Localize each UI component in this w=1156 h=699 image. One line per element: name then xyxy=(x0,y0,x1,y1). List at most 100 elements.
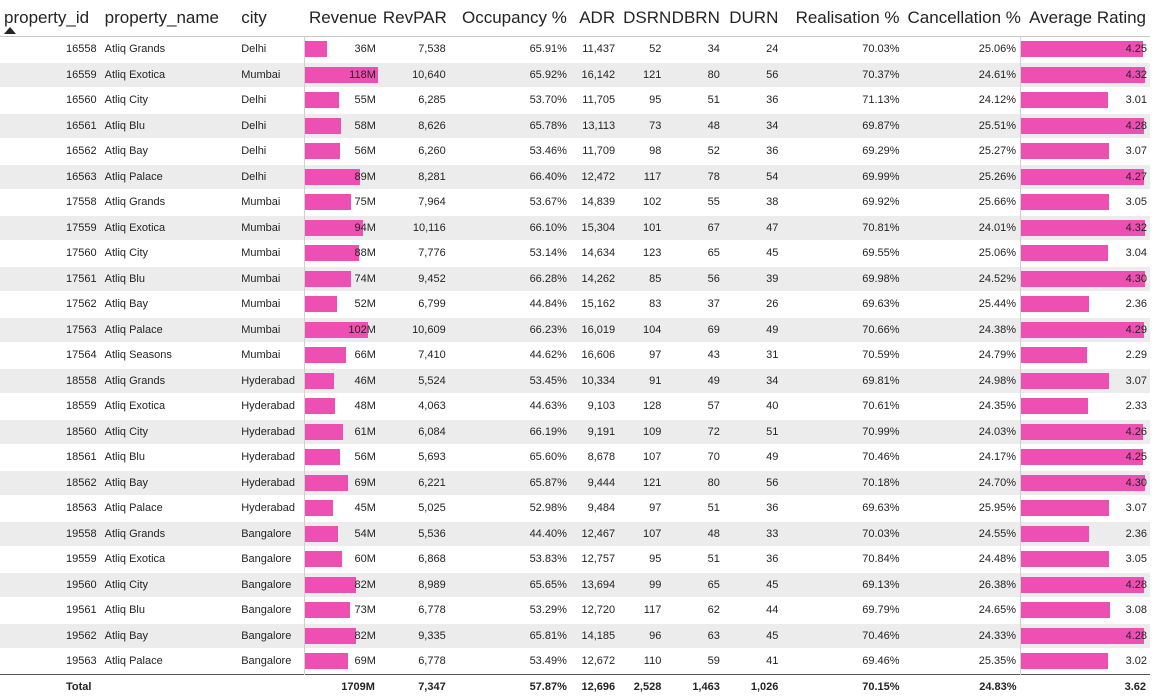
column-header-dsrn[interactable]: DSRN xyxy=(619,0,671,37)
cell-occupancy: 66.23% xyxy=(449,316,571,343)
cell-average-rating-data-bar xyxy=(1021,423,1144,440)
column-header-revenue[interactable]: Revenue xyxy=(304,0,379,37)
table-row[interactable]: 16559 Atliq Exotica Mumbai 118M 10,640 65.92%… xyxy=(0,61,1150,88)
table-row[interactable]: 19558 Atliq Grands Bangalore 54M 5,536 44.40%… xyxy=(0,520,1150,547)
cell-average-rating: 3.04 xyxy=(1020,240,1150,266)
column-header-property-name[interactable]: property_name xyxy=(100,0,238,37)
cell-cancellation: 24.52% xyxy=(903,265,1021,292)
cell-durn: 44 xyxy=(723,597,783,623)
column-header-durn[interactable]: DURN xyxy=(723,0,783,37)
table-row[interactable]: 17560 Atliq City Mumbai 88M 7,776 53.14% 14,63… xyxy=(0,240,1150,266)
table-row[interactable]: 19561 Atliq Blu Bangalore 73M 6,778 53.29% 12,… xyxy=(0,597,1150,623)
cell-property-id: 19560 xyxy=(0,571,101,598)
column-header-realisation[interactable]: Realisation % xyxy=(782,0,904,37)
cell-property-name: Atliq Palace xyxy=(100,316,238,343)
table-row[interactable]: 17562 Atliq Bay Mumbai 52M 6,799 44.84% 15,162… xyxy=(0,291,1150,317)
table-row[interactable]: 16561 Atliq Blu Delhi 58M 8,626 65.78% 13,113 7… xyxy=(0,112,1150,139)
cell-dsrn: 109 xyxy=(619,418,666,445)
cell-durn: 33 xyxy=(723,520,783,547)
table-row[interactable]: 18563 Atliq Palace Hyderabad 45M 5,025 52.98%… xyxy=(0,495,1150,521)
cell-revenue-value: 82M xyxy=(354,578,376,591)
column-header-property-id[interactable]: property_id xyxy=(0,0,101,37)
cell-property-id: 16560 xyxy=(0,87,101,113)
cell-adr: 9,444 xyxy=(570,469,620,496)
cell-realisation: 70.61% xyxy=(782,393,904,419)
cell-average-rating: 3.02 xyxy=(1020,648,1150,674)
cell-average-rating-value: 3.08 xyxy=(1125,604,1147,616)
cell-property-id: 17561 xyxy=(0,265,101,292)
cell-revenue-data-bar xyxy=(305,576,356,593)
column-header-adr[interactable]: ADR xyxy=(570,0,620,37)
table-row[interactable]: 18558 Atliq Grands Hyderabad 46M 5,524 53.45%… xyxy=(0,367,1150,394)
cell-property-name: Atliq Grands xyxy=(100,367,238,394)
cell-average-rating: 3.07 xyxy=(1020,138,1150,164)
cell-adr: 16,019 xyxy=(570,316,620,343)
sort-ascending-icon[interactable] xyxy=(4,27,16,34)
table-row[interactable]: 16558 Atliq Grands Delhi 36M 7,538 65.91% 11,4… xyxy=(0,36,1150,62)
table-row[interactable]: 18562 Atliq Bay Hyderabad 69M 6,221 65.87% 9,4… xyxy=(0,469,1150,496)
cell-occupancy: 53.49% xyxy=(449,648,571,674)
cell-revenue-value: 56M xyxy=(354,145,376,157)
column-header-city[interactable]: city xyxy=(237,0,305,37)
column-header-dbrn[interactable]: DBRN xyxy=(665,0,724,37)
table-row[interactable]: 19560 Atliq City Bangalore 82M 8,989 65.65% 13… xyxy=(0,571,1150,598)
cell-average-rating-data-bar xyxy=(1021,525,1089,542)
table-row[interactable]: 17564 Atliq Seasons Mumbai 66M 7,410 44.62% 16… xyxy=(0,342,1150,368)
cell-revenue-value: 89M xyxy=(354,170,376,183)
table-row[interactable]: 17558 Atliq Grands Mumbai 75M 7,964 53.67% 14,… xyxy=(0,189,1150,215)
column-header-label: ADR xyxy=(579,8,616,27)
table-row[interactable]: 18559 Atliq Exotica Hyderabad 48M 4,063 44.63… xyxy=(0,393,1150,419)
cell-revpar: 8,281 xyxy=(378,163,450,190)
table-row[interactable]: 16560 Atliq City Delhi 55M 6,285 53.70% 11,705… xyxy=(0,87,1150,113)
table-row[interactable]: 17561 Atliq Blu Mumbai 74M 9,452 66.28% 14,262… xyxy=(0,265,1150,292)
column-header-label: Revenue xyxy=(308,8,378,27)
table-row[interactable]: 19559 Atliq Exotica Bangalore 60M 6,868 53.83… xyxy=(0,546,1150,572)
cell-cancellation: 25.06% xyxy=(903,240,1021,266)
column-header-occupancy[interactable]: Occupancy % xyxy=(449,0,571,37)
cell-durn: 34 xyxy=(723,112,783,139)
cell-average-rating: 2.29 xyxy=(1020,342,1150,368)
cell-average-rating-data-bar xyxy=(1021,653,1108,669)
total-realisation: 70.15% xyxy=(782,673,904,699)
cell-revenue-value: 60M xyxy=(354,553,376,565)
cell-revenue-value: 118M xyxy=(349,68,376,81)
cell-cancellation: 24.70% xyxy=(903,469,1021,496)
cell-revenue-data-bar xyxy=(305,398,335,414)
table-row[interactable]: 19563 Atliq Palace Bangalore 69M 6,778 53.49%… xyxy=(0,648,1150,674)
table-row[interactable]: 19562 Atliq Bay Bangalore 82M 9,335 65.81% 14,… xyxy=(0,622,1150,649)
cell-realisation: 71.13% xyxy=(782,87,904,113)
cell-average-rating-value: 2.29 xyxy=(1125,349,1147,361)
cell-revpar: 10,116 xyxy=(378,214,450,241)
cell-cancellation: 24.03% xyxy=(903,418,1021,445)
cell-property-id: 16563 xyxy=(0,163,101,190)
table-row[interactable]: 18561 Atliq Blu Hyderabad 56M 5,693 65.60% 8,6… xyxy=(0,444,1150,470)
cell-durn: 49 xyxy=(723,444,783,470)
cell-revenue: 69M xyxy=(304,469,379,496)
column-header-label: DURN xyxy=(729,8,779,27)
column-header-revpar[interactable]: RevPAR xyxy=(378,0,450,37)
cell-realisation: 69.87% xyxy=(782,112,904,139)
cell-city: Mumbai xyxy=(237,214,305,241)
table-row[interactable]: 18560 Atliq City Hyderabad 61M 6,084 66.19% 9,… xyxy=(0,418,1150,445)
column-header-label: property_id xyxy=(4,8,90,27)
cell-durn: 45 xyxy=(723,571,783,598)
table-row[interactable]: 17563 Atliq Palace Mumbai 102M 10,609 66.23% 1… xyxy=(0,316,1150,343)
cell-cancellation: 24.55% xyxy=(903,520,1021,547)
column-header-average-rating[interactable]: Average Rating xyxy=(1020,0,1150,37)
cell-adr: 13,113 xyxy=(570,112,620,139)
cell-property-name: Atliq Bay xyxy=(100,291,238,317)
column-header-cancellation[interactable]: Cancellation % xyxy=(903,0,1021,37)
table-row[interactable]: 17559 Atliq Exotica Mumbai 94M 10,116 66.10% 1… xyxy=(0,214,1150,241)
cell-occupancy: 66.19% xyxy=(449,418,571,445)
cell-city: Mumbai xyxy=(237,189,305,215)
cell-dsrn: 97 xyxy=(619,495,666,521)
cell-durn: 40 xyxy=(723,393,783,419)
cell-average-rating-data-bar xyxy=(1021,474,1145,491)
cell-cancellation: 24.33% xyxy=(903,622,1021,649)
table-row[interactable]: 16563 Atliq Palace Delhi 89M 8,281 66.40% 12,4… xyxy=(0,163,1150,190)
table-row[interactable]: 16562 Atliq Bay Delhi 56M 6,260 53.46% 11,709 9… xyxy=(0,138,1150,164)
cell-revenue-data-bar xyxy=(305,551,343,567)
column-header-label: Realisation % xyxy=(795,8,900,27)
cell-adr: 8,678 xyxy=(570,444,620,470)
cell-dbrn: 80 xyxy=(665,61,724,88)
